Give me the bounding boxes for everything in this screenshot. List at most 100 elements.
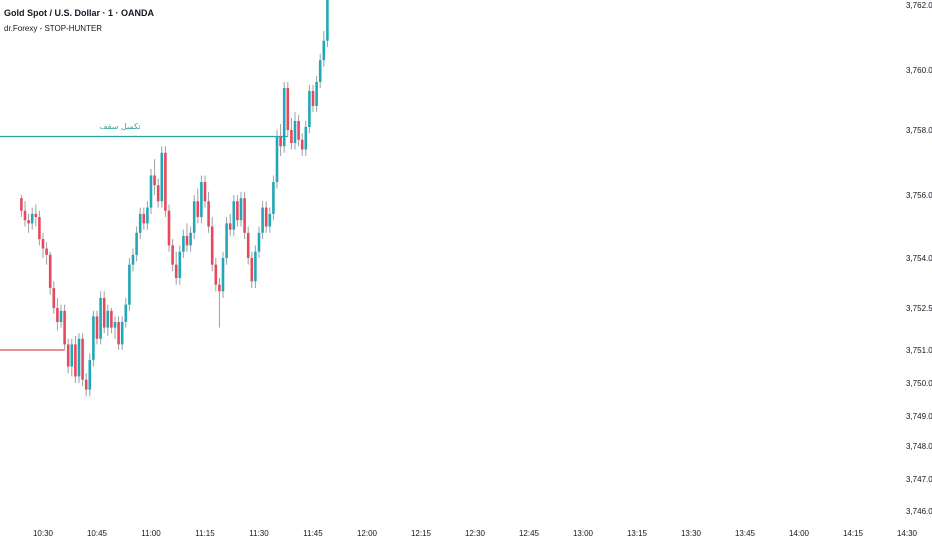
candle <box>196 188 200 224</box>
candle <box>124 298 128 328</box>
x-tick-label: 11:00 <box>141 529 161 538</box>
candle-body-down <box>279 136 282 147</box>
candle-body-down <box>52 288 56 308</box>
candle-body-down <box>164 152 167 211</box>
candle-body-up <box>272 182 275 214</box>
candle-body-down <box>38 217 41 240</box>
y-tick-label: 3,752.500 <box>906 304 932 313</box>
candle <box>77 333 81 383</box>
candle <box>56 298 59 331</box>
candle <box>66 338 70 374</box>
candle-body-down <box>286 88 290 130</box>
candle <box>171 239 174 272</box>
candle <box>236 195 239 227</box>
y-tick-label: 3,748.000 <box>906 442 932 451</box>
candle-body-down <box>156 185 160 202</box>
candle <box>174 251 178 285</box>
candle <box>63 304 66 350</box>
candle-body-down <box>236 201 239 221</box>
candle <box>156 178 160 208</box>
candle-body-down <box>297 121 300 140</box>
candle <box>52 281 56 314</box>
x-tick-label: 13:45 <box>735 529 756 538</box>
candle-body-down <box>142 213 146 224</box>
candle-body-down <box>218 284 221 292</box>
resistance-level-label: تکمیل سقف <box>99 122 140 131</box>
candle <box>23 201 27 227</box>
y-tick-label: 3,762.000 <box>906 1 932 10</box>
candle-body-up <box>160 152 164 202</box>
candle <box>84 373 88 397</box>
candle <box>279 124 282 156</box>
symbol-title[interactable]: Gold Spot / U.S. Dollar · 1 · OANDA <box>4 8 155 18</box>
candle-body-up <box>135 232 138 255</box>
candle-body-down <box>207 201 210 227</box>
candle-body-down <box>56 308 59 322</box>
time-axis[interactable]: 10:30 10:45 11:00 11:15 11:30 11:45 12:00 12:15… <box>33 529 918 538</box>
candle <box>45 242 48 265</box>
candle <box>92 310 95 367</box>
candle-body-down <box>48 254 52 288</box>
x-tick-label: 13:00 <box>573 529 594 538</box>
candle <box>264 201 268 233</box>
candle <box>34 204 38 227</box>
y-tick-label: 3,756.000 <box>906 191 932 200</box>
x-tick-label: 12:30 <box>465 529 486 538</box>
candle <box>300 133 304 156</box>
candle <box>185 223 189 252</box>
indicator-name[interactable]: dr.Forexy - STOP-HUNTER <box>4 24 103 33</box>
candle-body-down <box>203 182 207 202</box>
x-tick-label: 10:45 <box>87 529 108 538</box>
candle-body-up <box>88 359 92 390</box>
candle-body-down <box>167 210 171 246</box>
candle-body-down <box>20 198 23 211</box>
candle <box>254 245 257 288</box>
candle <box>178 245 182 285</box>
candle <box>246 226 250 265</box>
candle <box>70 338 74 377</box>
y-tick-label: 3,747.000 <box>906 475 932 484</box>
candle <box>261 201 264 240</box>
candle <box>326 0 329 48</box>
candle-body-up <box>99 298 102 339</box>
candle-body-up <box>257 232 261 252</box>
candle <box>243 191 246 240</box>
candle-body-up <box>308 91 311 127</box>
candle <box>290 118 293 150</box>
candle-body-up <box>70 344 74 367</box>
candle-body-up <box>124 304 128 322</box>
candle-body-up <box>225 223 228 258</box>
candle-body-down <box>246 232 250 258</box>
candle <box>48 251 52 295</box>
horizontal-levels <box>0 135 288 351</box>
candle <box>113 316 117 339</box>
candle-body-up <box>189 232 192 246</box>
candle <box>167 204 171 252</box>
candle-body-up <box>293 121 297 143</box>
candle <box>149 169 153 214</box>
candle-body-up <box>128 264 131 305</box>
candle-body-up <box>254 251 257 282</box>
candle <box>41 232 45 258</box>
candle-body-down <box>95 316 99 339</box>
candle <box>232 195 236 236</box>
candle <box>200 175 203 224</box>
candle-body-up <box>232 201 236 230</box>
candle-body-up <box>92 316 95 360</box>
candle <box>239 191 243 227</box>
candle-body-down <box>174 264 178 278</box>
candle-body-up <box>106 310 110 328</box>
price-axis[interactable]: 3,762.000 3,760.000 3,758.000 3,756.000 3,75… <box>906 1 932 516</box>
y-tick-label: 3,751.000 <box>906 346 932 355</box>
candle-body-down <box>264 207 268 227</box>
candle-body-up <box>282 88 286 147</box>
candle-body-up <box>275 136 279 182</box>
candle <box>189 226 192 252</box>
y-tick-label: 3,749.000 <box>906 412 932 421</box>
x-tick-label: 14:30 <box>897 529 918 538</box>
candle <box>20 195 23 218</box>
candle <box>286 82 290 137</box>
x-tick-label: 12:45 <box>519 529 540 538</box>
candle-body-up <box>77 338 81 377</box>
